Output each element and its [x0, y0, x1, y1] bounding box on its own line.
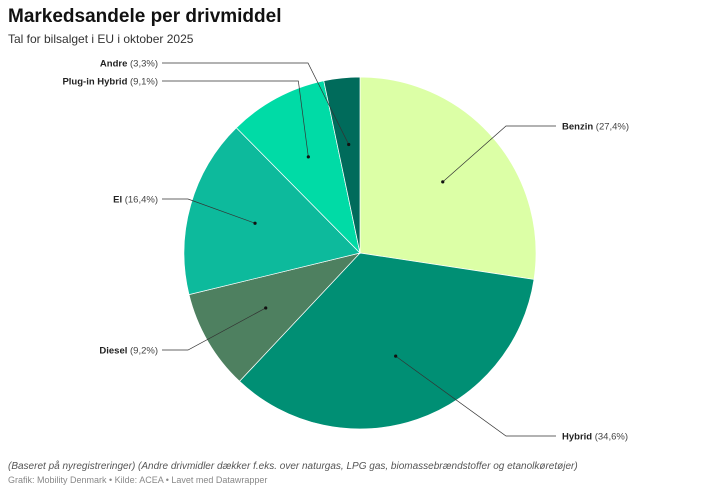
pie-slice-el [183, 127, 361, 296]
pie-slice-plug-in-hybrid [235, 80, 361, 255]
leader-dot-benzin [441, 180, 445, 184]
slice-label-name: Plug-in Hybrid [62, 77, 127, 88]
leader-line-andre [162, 62, 350, 145]
leader-dot-el [253, 221, 257, 225]
slice-label-benzin: Benzin (27,4%) [562, 122, 629, 133]
slice-label-name: Benzin [562, 122, 593, 133]
slice-label-hybrid: Hybrid (34,6%) [562, 432, 628, 443]
leader-line-plug-in-hybrid [162, 80, 309, 157]
leader-dot-plug-in-hybrid [306, 155, 310, 159]
slice-label-name: Andre [100, 59, 127, 70]
slice-label-value: (9,1%) [127, 77, 158, 88]
leader-dot-hybrid [394, 354, 398, 358]
leader-dot-diesel [264, 306, 268, 310]
slice-label-name: Hybrid [562, 432, 592, 443]
leader-line-diesel [162, 307, 266, 351]
slice-label-diesel: Diesel (9,2%) [99, 346, 158, 357]
slice-label-value: (34,6%) [592, 432, 628, 443]
slice-label-name: Diesel [99, 346, 127, 357]
chart-subtitle: Tal for bilsalget i EU i oktober 2025 [8, 32, 194, 46]
pie-slice-andre [323, 76, 361, 254]
chart-title: Markedsandele per drivmiddel [8, 6, 282, 27]
credits: Grafik: Mobility Denmark • Kilde: ACEA •… [8, 475, 268, 485]
leader-line-el [162, 198, 256, 224]
pie-slice-diesel [188, 252, 362, 382]
leader-line-benzin [442, 125, 556, 183]
slice-label-value: (9,2%) [127, 346, 158, 357]
slice-label-plug-in-hybrid: Plug-in Hybrid (9,1%) [62, 77, 158, 88]
leader-dot-andre [347, 142, 351, 147]
pie-slice-hybrid [239, 252, 535, 430]
slice-label-value: (27,4%) [593, 122, 629, 133]
slice-label-el: El (16,4%) [113, 195, 158, 206]
slice-label-value: (3,3%) [127, 59, 158, 70]
leader-line-hybrid [395, 355, 556, 437]
pie-slice-benzin [359, 76, 537, 280]
footnote: (Baseret på nyregistreringer) (Andre dri… [8, 461, 578, 472]
slice-label-name: El [113, 195, 122, 206]
slice-label-value: (16,4%) [122, 195, 158, 206]
slice-label-andre: Andre (3,3%) [100, 59, 158, 70]
